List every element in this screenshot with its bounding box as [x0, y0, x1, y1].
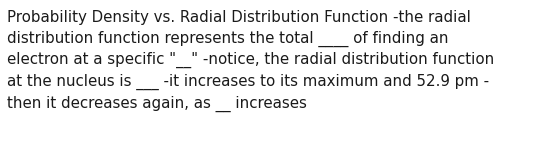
- Text: Probability Density vs. Radial Distribution Function -the radial
distribution fu: Probability Density vs. Radial Distribut…: [7, 10, 494, 112]
